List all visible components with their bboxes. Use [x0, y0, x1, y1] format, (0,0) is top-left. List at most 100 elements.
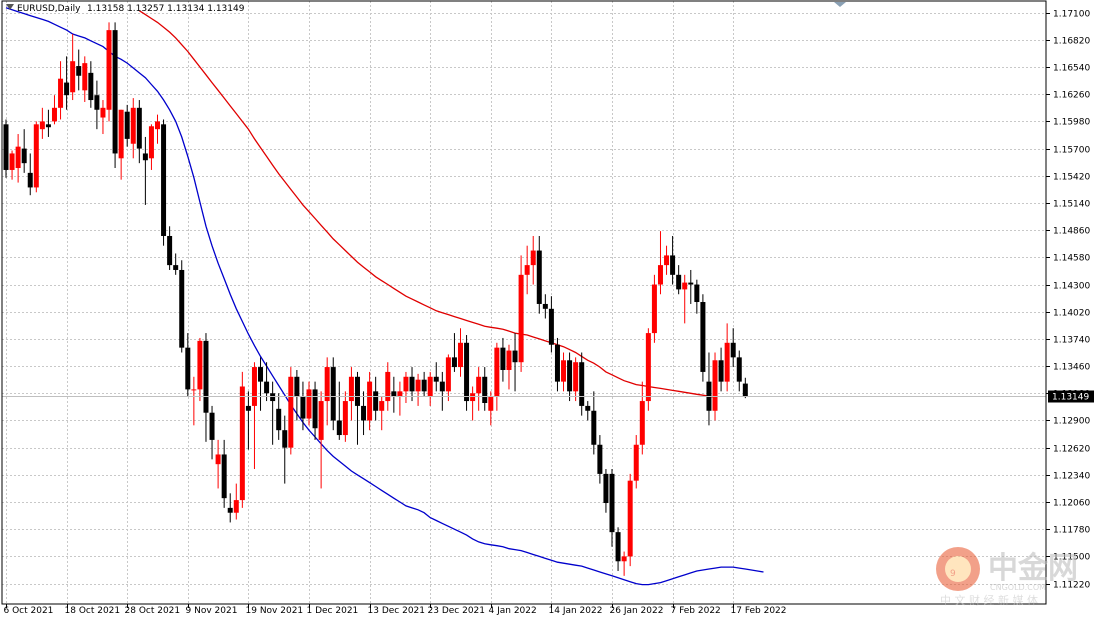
y-tick-label: 1.12060 — [1053, 499, 1090, 509]
watermark-domain: CNGOLD.COM — [990, 583, 1046, 592]
y-tick-label: 1.14860 — [1053, 227, 1090, 237]
y-tick-label: 1.16260 — [1053, 91, 1090, 101]
time-axis: 6 Oct 2021 18 Oct 2021 28 Oct 2021 9 Nov 20… — [4, 604, 787, 616]
candle-body — [633, 444, 639, 481]
candle-body — [445, 357, 451, 392]
candle-body — [567, 360, 573, 392]
candle-body — [82, 63, 88, 91]
candle-bear — [482, 367, 488, 411]
candle-body — [439, 381, 445, 392]
candle-body — [215, 454, 221, 465]
candle-body — [148, 126, 154, 159]
candle-body — [470, 393, 476, 402]
candle-bull — [415, 373, 421, 406]
watermark-logo-glyph: 9 — [950, 569, 956, 579]
candle-bear — [136, 100, 142, 164]
candle-bull — [239, 371, 245, 508]
ohlc-values: 1.13158 1.13257 1.13134 1.13149 — [87, 4, 245, 14]
candle-bull — [712, 352, 718, 421]
price-axis: 1.17100 1.16820 1.16540 1.16260 1.15980 1.157… — [1046, 10, 1094, 591]
candle-bull — [657, 231, 663, 295]
candle-bull — [397, 381, 403, 416]
candle-bear — [330, 357, 336, 431]
y-tick-label: 1.13460 — [1053, 363, 1090, 373]
watermark: 9 中金网 CNGOLD.COM 中 文 财 经 新 媒 体 — [936, 547, 1078, 607]
candle-bear — [27, 153, 33, 196]
candle-bull — [458, 328, 463, 377]
candle-body — [573, 362, 579, 392]
y-tick-label: 1.14020 — [1053, 309, 1090, 319]
candle-body — [318, 401, 324, 440]
current-price-box — [1048, 390, 1094, 403]
candle-body — [488, 396, 494, 411]
moving-average-fast — [5, 7, 764, 586]
candle-bull — [306, 381, 312, 426]
candle-bear — [591, 391, 597, 455]
candle-bull — [488, 391, 494, 426]
candle-body — [379, 401, 385, 411]
candle-bear — [464, 335, 470, 411]
candle-bear — [548, 296, 554, 353]
candle-body — [397, 391, 403, 397]
candle-body — [670, 255, 676, 275]
candle-body — [542, 303, 548, 309]
candle-bull — [106, 22, 112, 122]
candle-body — [548, 308, 554, 345]
candle-bull — [639, 381, 645, 455]
candle-body — [591, 410, 597, 445]
candle-body — [9, 153, 15, 170]
candle-body — [312, 389, 318, 429]
y-tick-label: 1.11780 — [1053, 526, 1090, 536]
candle-body — [136, 107, 142, 149]
candle-body — [142, 153, 148, 161]
candle-body — [724, 342, 730, 382]
collapse-arrow-icon[interactable] — [6, 4, 14, 10]
candle-bull — [445, 354, 451, 402]
candle-bear — [567, 352, 573, 402]
y-tick-label: 1.15980 — [1053, 118, 1090, 128]
candle-bear — [700, 294, 706, 382]
y-tick-label: 1.16820 — [1053, 37, 1090, 47]
candle-body — [518, 274, 524, 363]
candle-bear — [312, 381, 318, 440]
candle-body — [94, 95, 100, 110]
candle-bear — [730, 328, 736, 368]
candle-bull — [573, 357, 579, 402]
candle-body — [427, 376, 433, 397]
candle-bear — [203, 333, 209, 442]
x-tick-label: 28 Oct 2021 — [125, 606, 181, 616]
candle-body — [688, 282, 694, 285]
candle-body — [88, 72, 94, 101]
candle-body — [579, 362, 585, 406]
chart-shift-marker-icon[interactable] — [834, 2, 846, 7]
candle-bear — [615, 527, 621, 571]
candle-body — [282, 430, 288, 448]
candle-bear — [361, 391, 367, 436]
candle-bull — [288, 367, 294, 455]
x-tick-label: 23 Dec 2021 — [428, 606, 486, 616]
candle-body — [651, 284, 657, 334]
candle-bear — [536, 235, 542, 314]
candle-bull — [506, 344, 512, 390]
candle-bull — [385, 362, 391, 411]
candle-body — [354, 376, 360, 406]
candle-body — [348, 376, 354, 402]
candle-body — [191, 389, 197, 391]
candle-bear — [542, 294, 548, 319]
candle-body — [718, 360, 724, 382]
candle-body — [603, 473, 609, 504]
candle-bear — [94, 80, 100, 130]
candle-body — [288, 376, 294, 448]
candle-bear — [579, 352, 585, 416]
candle-bull — [39, 107, 45, 139]
candle-bull — [118, 109, 124, 180]
candle-bear — [185, 333, 191, 397]
moving-averages — [5, 7, 764, 586]
candle-bear — [282, 415, 288, 484]
candle-body — [58, 78, 64, 108]
candle-body — [100, 107, 106, 118]
candle-bull — [379, 396, 385, 431]
candle-body — [209, 412, 215, 440]
candle-body — [361, 405, 367, 421]
